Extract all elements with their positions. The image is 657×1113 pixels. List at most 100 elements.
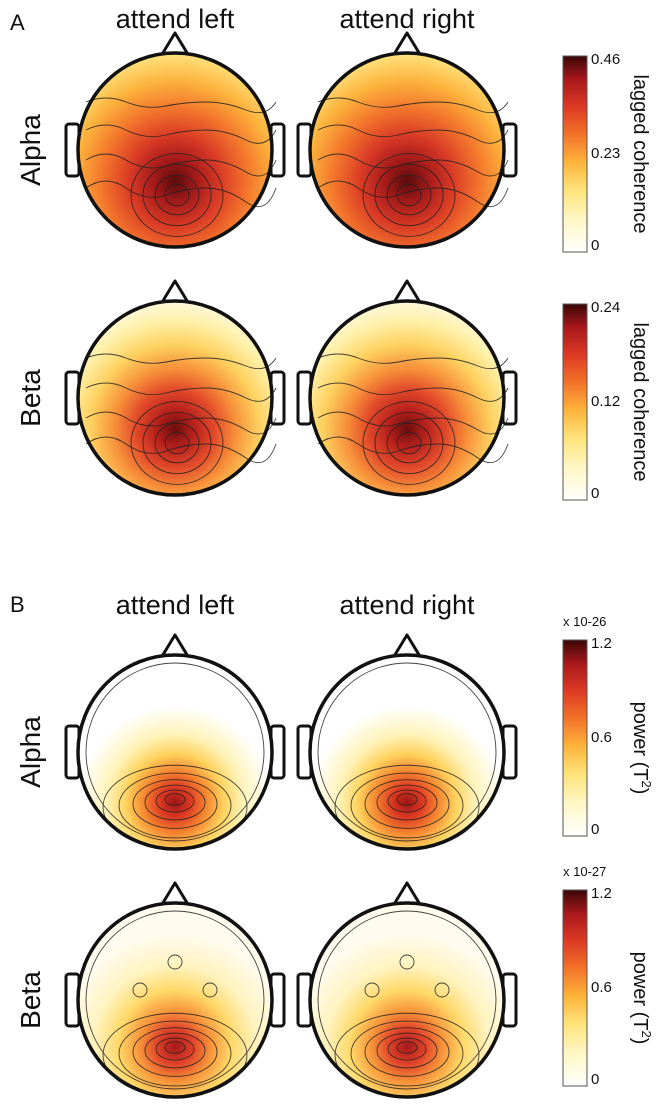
nose: [391, 881, 423, 907]
colorbar-label: power (T2): [629, 702, 654, 795]
colorbar-label-close: ): [629, 788, 651, 795]
contour-blob: [202, 982, 218, 998]
nose: [391, 31, 423, 57]
row-beta: Beta 0.24 0.12 0 lagged coherence: [15, 299, 651, 502]
panel-letter: A: [10, 10, 25, 35]
contour-lines: [317, 97, 509, 237]
colorbar-tick-label: 0.6: [591, 979, 612, 996]
row-label: Alpha: [15, 716, 46, 788]
contour-ring: [374, 411, 444, 475]
contour-line: [317, 124, 509, 144]
head-outline: [308, 653, 506, 851]
head-topomap: [296, 279, 518, 497]
contour-blob: [434, 982, 450, 998]
nose: [159, 279, 191, 305]
row-label: Beta: [15, 369, 46, 427]
contour-ring: [396, 183, 422, 207]
nose: [391, 633, 423, 659]
colorbar-label-close: ): [629, 1038, 651, 1045]
contour-blob: [132, 982, 148, 998]
contour-line: [317, 97, 509, 114]
colorbar-exponent: x 10-27: [563, 864, 606, 879]
nose: [391, 279, 423, 305]
contour-blob: [364, 982, 380, 998]
colorbar-tick-label: 1.2: [591, 885, 612, 902]
contour-ring: [376, 1032, 438, 1069]
nose: [159, 31, 191, 57]
row-alpha: Alpha 1.2 0.6 0 x 10-26 power (T2): [15, 614, 654, 838]
contour-line: [85, 353, 277, 370]
head-outline: [76, 299, 274, 497]
head-topomap: [64, 279, 286, 497]
contour-line: [85, 124, 277, 144]
colorbar-gradient: [562, 55, 588, 253]
colorbar-gradient: [562, 303, 588, 501]
topomap-fill: [310, 903, 504, 1097]
colorbar-tick-label: 1.2: [591, 635, 612, 652]
column-label: attend right: [339, 4, 475, 34]
contour-blob: [399, 954, 415, 970]
colorbar-label: power (T2): [629, 952, 654, 1045]
column-label: attend right: [339, 590, 475, 620]
contour-ring: [387, 1037, 427, 1061]
contour-blob: [167, 954, 183, 970]
colorbar-tick-label: 0.23: [591, 145, 620, 162]
colorbar-exponent: x 10-26: [563, 614, 606, 629]
contour-ring: [144, 784, 206, 821]
contour-ring: [164, 431, 190, 455]
colorbar: 0.24 0.12 0 lagged coherence: [562, 299, 651, 502]
topomap-fill: [78, 903, 272, 1097]
inner-sensor-contour: [85, 662, 265, 842]
colorbar-label-base: power (T: [629, 702, 651, 781]
topomap-fill: [310, 655, 504, 849]
contour-ring: [144, 1032, 206, 1069]
contour-ring: [118, 1020, 232, 1087]
contour-ring: [396, 431, 422, 455]
contour-line: [317, 411, 509, 435]
panel-letter: B: [10, 592, 25, 617]
contour-ring: [164, 793, 186, 806]
head-outline: [308, 51, 506, 249]
head-outline: [308, 299, 506, 497]
head-topomap: [64, 633, 286, 851]
contour-ring: [132, 1027, 218, 1077]
topomap-fill: [78, 53, 272, 247]
head-outline: [76, 653, 274, 851]
contour-ring: [376, 784, 438, 821]
head-topomap: [64, 31, 286, 249]
head-outline: [76, 51, 274, 249]
contour-ring: [142, 411, 212, 475]
contour-line: [317, 382, 509, 402]
head-topomap: [296, 31, 518, 249]
column-label: attend left: [116, 590, 235, 620]
inner-sensor-contour: [317, 910, 497, 1090]
contour-ring: [362, 153, 456, 237]
colorbar-tick-label: 0: [591, 821, 599, 838]
nose: [159, 881, 191, 907]
contour-ring: [164, 183, 190, 207]
colorbar: 1.2 0.6 0 x 10-26 power (T2): [562, 614, 654, 838]
row-beta: Beta 1.2 0.6 0 x 10-27 power (T2): [15, 864, 654, 1088]
contour-lines: [85, 662, 265, 850]
contour-lines: [85, 353, 277, 485]
row-alpha: Alpha 0.46 0.23 0 lagged coherence: [15, 51, 651, 254]
contour-ring: [387, 789, 427, 813]
contour-line: [85, 382, 277, 402]
contour-line: [85, 180, 277, 208]
row-label: Alpha: [15, 114, 46, 186]
colorbar-label: lagged coherence: [629, 74, 651, 233]
colorbar: 1.2 0.6 0 x 10-27 power (T2): [562, 864, 654, 1088]
contour-ring: [154, 422, 200, 464]
topomap-fill: [78, 655, 272, 849]
contour-line: [85, 411, 277, 435]
contour-ring: [118, 772, 232, 839]
contour-ring: [364, 1027, 450, 1077]
contour-line: [317, 353, 509, 370]
contour-ring: [364, 779, 450, 829]
head-topomap: [296, 881, 518, 1099]
head-topomap: [64, 881, 286, 1099]
row-label: Beta: [15, 971, 46, 1029]
